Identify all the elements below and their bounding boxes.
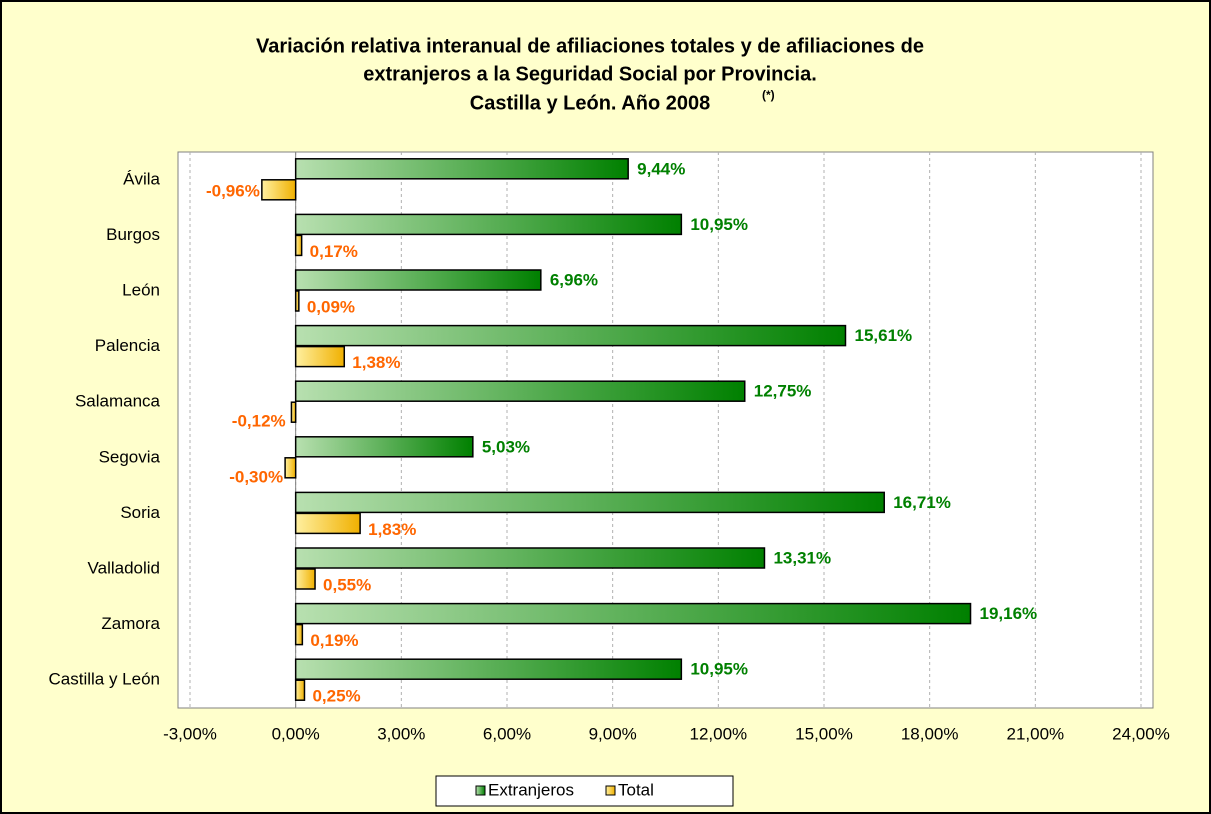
y-tick-label: Castilla y León	[48, 670, 160, 689]
value-label: 1,83%	[368, 520, 416, 539]
bar	[294, 568, 316, 590]
y-tick-label: Soria	[120, 503, 160, 522]
bar	[294, 324, 847, 347]
bar	[294, 380, 746, 402]
y-tick-label: León	[122, 280, 160, 299]
y-tick-label: Salamanca	[75, 392, 161, 411]
chart-title: extranjeros a la Seguridad Social por Pr…	[363, 63, 817, 85]
bar	[294, 234, 303, 257]
title-note: (*)	[762, 88, 775, 102]
value-label: -0,96%	[206, 181, 260, 200]
value-label: 12,75%	[754, 382, 812, 401]
chart-title: Castilla y León. Año 2008	[470, 92, 710, 114]
value-label: 0,25%	[312, 687, 360, 706]
x-tick-label: 9,00%	[589, 724, 637, 743]
legend-label: Total	[618, 780, 654, 799]
bar	[294, 547, 766, 569]
x-tick-label: -3,00%	[163, 724, 217, 743]
value-label: -0,30%	[229, 467, 283, 486]
x-tick-label: 15,00%	[795, 724, 853, 743]
bar	[294, 345, 346, 368]
x-tick-label: 18,00%	[901, 724, 959, 743]
value-label: -0,12%	[232, 412, 286, 431]
x-tick-label: 21,00%	[1006, 724, 1064, 743]
chart-title: Variación relativa interanual de afiliac…	[256, 35, 924, 57]
bar	[294, 602, 972, 625]
legend-swatch	[605, 785, 616, 796]
bar	[294, 512, 361, 535]
bar	[294, 213, 683, 236]
value-label: 0,19%	[310, 631, 358, 650]
value-label: 5,03%	[482, 437, 530, 456]
y-tick-label: Burgos	[106, 225, 160, 244]
value-label: 16,71%	[893, 493, 951, 512]
value-label: 9,44%	[637, 159, 685, 178]
value-label: 6,96%	[550, 270, 598, 289]
y-tick-label: Valladolid	[88, 558, 160, 577]
legend-label: Extranjeros	[488, 780, 574, 799]
value-label: 19,16%	[980, 604, 1038, 623]
x-tick-label: 6,00%	[483, 724, 531, 743]
plot-area	[177, 151, 1154, 709]
value-label: 13,31%	[773, 548, 831, 567]
value-label: 0,09%	[307, 297, 355, 316]
bar	[294, 436, 474, 458]
bar	[294, 658, 683, 680]
bar	[294, 269, 542, 291]
x-tick-label: 0,00%	[272, 724, 320, 743]
bar	[261, 179, 297, 201]
bar	[290, 401, 297, 423]
bar	[294, 290, 300, 312]
bar	[294, 158, 629, 180]
x-tick-label: 24,00%	[1112, 724, 1170, 743]
value-label: 15,61%	[854, 326, 912, 345]
legend-swatch	[475, 785, 486, 796]
y-tick-label: Ávila	[123, 169, 160, 188]
bar	[284, 457, 297, 479]
y-tick-label: Segovia	[99, 447, 161, 466]
value-label: 0,17%	[310, 242, 358, 261]
value-label: 10,95%	[690, 215, 748, 234]
bar	[294, 623, 304, 646]
bar	[294, 491, 885, 514]
x-tick-label: 12,00%	[689, 724, 747, 743]
value-label: 10,95%	[690, 660, 748, 679]
x-tick-label: 3,00%	[377, 724, 425, 743]
y-tick-label: Palencia	[95, 336, 161, 355]
value-label: 0,55%	[323, 575, 371, 594]
y-tick-label: Zamora	[101, 614, 160, 633]
value-label: 1,38%	[352, 353, 400, 372]
bar	[294, 679, 306, 701]
